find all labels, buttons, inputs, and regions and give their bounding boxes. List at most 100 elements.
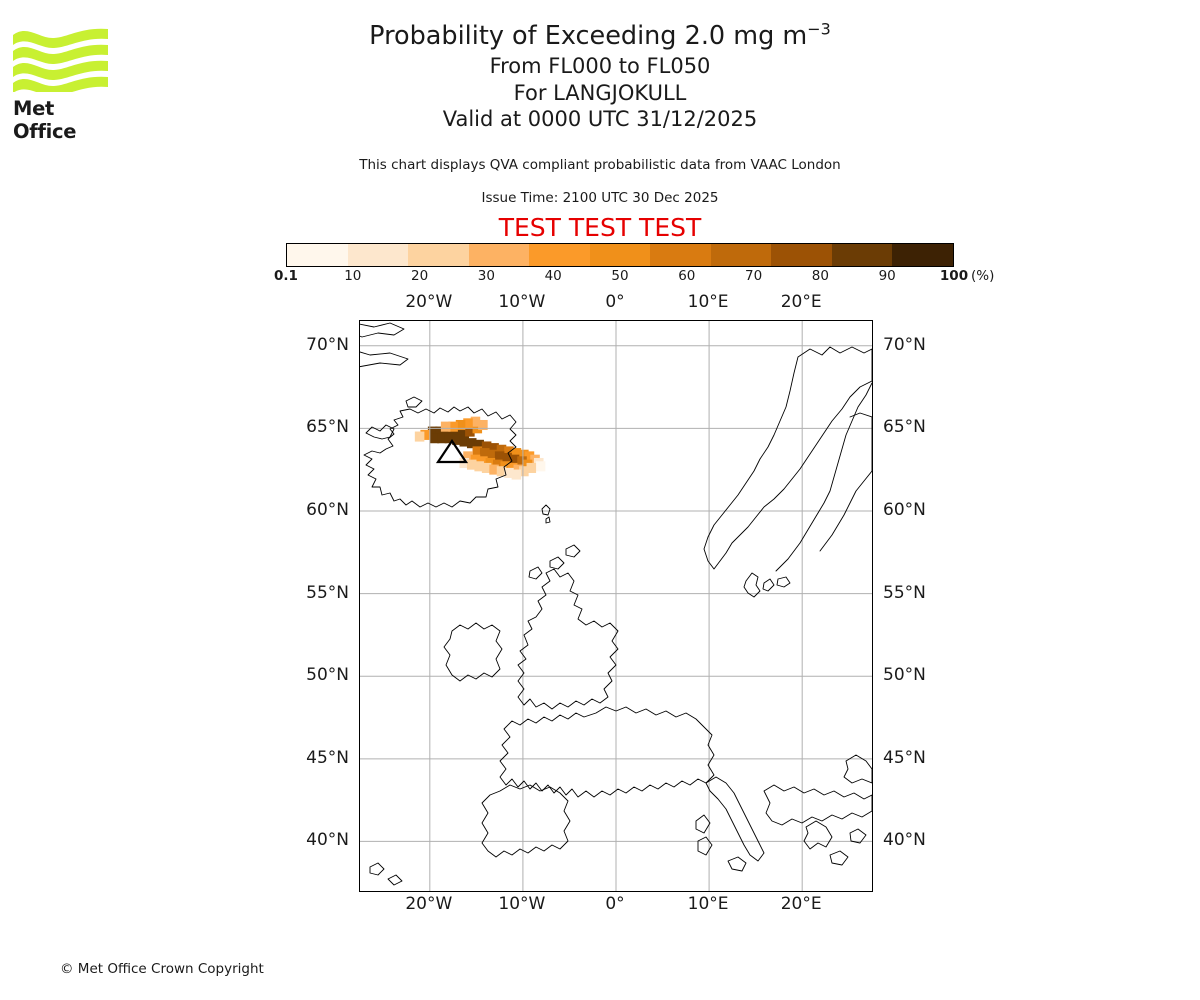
title-flight-level: From FL000 to FL050 bbox=[489, 54, 711, 78]
lat-label-left-45°N: 45°N bbox=[306, 747, 349, 768]
colorbar-band-5 bbox=[589, 244, 651, 266]
plume-cell bbox=[479, 448, 490, 459]
colorbar-bands bbox=[286, 243, 954, 267]
lon-label-top-20°E: 20°E bbox=[780, 292, 822, 312]
plume-cell bbox=[504, 467, 514, 478]
plume-cell bbox=[535, 461, 546, 472]
plume-cell bbox=[466, 459, 477, 470]
title-main-text: Probability of Exceeding 2.0 mg m bbox=[369, 21, 808, 51]
lon-label-top-10°W: 10°W bbox=[498, 292, 546, 312]
plume-cell bbox=[481, 462, 492, 473]
plume-cell bbox=[494, 451, 505, 462]
colorbar-band-6 bbox=[650, 244, 711, 266]
plume-cell bbox=[463, 451, 473, 462]
logo-text: Met Office bbox=[13, 97, 77, 143]
colorbar-tick-labels: 0.1 10 20 30 40 50 60 70 80 90 100 bbox=[274, 268, 968, 288]
plume-cell bbox=[487, 449, 497, 460]
qva-compliance-note: This chart displays QVA compliant probab… bbox=[359, 157, 841, 173]
lat-label-left-65°N: 65°N bbox=[306, 417, 349, 438]
plume-cell bbox=[474, 439, 484, 450]
plume-cell bbox=[517, 456, 527, 467]
colorbar-band-3 bbox=[468, 244, 530, 266]
plume-cell bbox=[489, 443, 499, 454]
title-valid-time: Valid at 0000 UTC 31/12/2025 bbox=[442, 107, 758, 131]
test-banner: TEST TEST TEST bbox=[498, 213, 702, 242]
plume-cell bbox=[519, 449, 529, 460]
plume-cell bbox=[448, 421, 458, 432]
colorbar-band-8 bbox=[771, 244, 832, 266]
met-office-logo: Met Office bbox=[13, 26, 108, 143]
lat-label-left-55°N: 55°N bbox=[306, 582, 349, 603]
lon-label-bottom-10°W: 10°W bbox=[498, 894, 546, 914]
plume-cell bbox=[452, 434, 462, 445]
colorbar-band-10 bbox=[892, 244, 954, 266]
plume-cell bbox=[502, 453, 512, 464]
colorbar-band-1 bbox=[347, 244, 409, 266]
colorbar-band-2 bbox=[408, 244, 469, 266]
lat-label-right-70°N: 70°N bbox=[883, 334, 926, 355]
title-exponent: −3 bbox=[807, 19, 831, 39]
volcano-marker bbox=[435, 439, 469, 464]
lat-label-right-45°N: 45°N bbox=[883, 747, 926, 768]
plume-cell bbox=[455, 419, 466, 431]
colorbar-tick-70: 70 bbox=[745, 268, 763, 284]
logo-waves-icon bbox=[13, 28, 108, 97]
colorbar-band-4 bbox=[529, 244, 590, 266]
plume-cell bbox=[466, 438, 477, 449]
plume-cell bbox=[465, 426, 475, 437]
copyright-notice: © Met Office Crown Copyright bbox=[60, 961, 264, 977]
lat-label-right-55°N: 55°N bbox=[883, 582, 926, 603]
lon-label-bottom-0°: 0° bbox=[605, 894, 625, 914]
plume-cell bbox=[463, 418, 473, 429]
lat-label-left-40°N: 40°N bbox=[306, 830, 349, 851]
chart-title-block: Probability of Exceeding 2.0 mg m−3 From… bbox=[0, 20, 1200, 133]
colorbar-tick-0.1: 0.1 bbox=[274, 268, 298, 284]
lat-label-right-40°N: 40°N bbox=[883, 830, 926, 851]
map-canvas bbox=[360, 321, 872, 891]
plume-cell bbox=[511, 469, 522, 480]
colorbar-tick-90: 90 bbox=[878, 268, 896, 284]
colorbar-band-7 bbox=[710, 244, 772, 266]
title-volcano: For LANGJOKULL bbox=[513, 80, 687, 105]
plume-cell bbox=[478, 419, 488, 431]
colorbar-unit-label: (%) bbox=[971, 268, 995, 284]
lat-label-left-70°N: 70°N bbox=[306, 334, 349, 355]
page-title: Probability of Exceeding 2.0 mg m−3 bbox=[0, 20, 1200, 53]
colorbar-tick-80: 80 bbox=[811, 268, 829, 284]
probability-colorbar bbox=[286, 243, 954, 267]
plume-cell bbox=[509, 454, 520, 465]
colorbar-band-9 bbox=[831, 244, 893, 266]
lat-label-right-60°N: 60°N bbox=[883, 500, 926, 520]
plume-cell bbox=[429, 433, 440, 444]
colorbar-tick-100: 100 bbox=[939, 268, 969, 284]
plume-cell bbox=[435, 426, 445, 437]
graticule-layer bbox=[360, 321, 872, 891]
lat-label-right-65°N: 65°N bbox=[883, 417, 926, 438]
colorbar-tick-30: 30 bbox=[477, 268, 495, 284]
plume-cell bbox=[496, 466, 507, 477]
plume-cell bbox=[444, 433, 455, 444]
lat-label-left-50°N: 50°N bbox=[306, 665, 349, 686]
lon-label-top-0°: 0° bbox=[605, 292, 625, 312]
plume-cell bbox=[504, 446, 514, 457]
lon-label-bottom-20°W: 20°W bbox=[405, 894, 453, 914]
plume-cell bbox=[519, 466, 529, 477]
colorbar-tick-60: 60 bbox=[678, 268, 696, 284]
map-panel[interactable] bbox=[359, 320, 873, 892]
plume-cell bbox=[489, 464, 499, 475]
plume-cell bbox=[524, 451, 535, 462]
plume-cell bbox=[437, 433, 447, 444]
plume-cell bbox=[457, 426, 468, 437]
plume-cell bbox=[427, 426, 438, 437]
plume-cell bbox=[459, 436, 470, 447]
lon-label-bottom-20°E: 20°E bbox=[780, 894, 822, 914]
plume-cell bbox=[474, 461, 484, 472]
colorbar-tick-40: 40 bbox=[544, 268, 562, 284]
plume-cell bbox=[440, 421, 451, 432]
plume-cell bbox=[481, 441, 492, 452]
plume-cell bbox=[526, 462, 537, 473]
coastline-layer bbox=[360, 322, 872, 886]
lon-label-bottom-10°E: 10°E bbox=[687, 894, 729, 914]
lon-label-top-20°W: 20°W bbox=[405, 292, 453, 312]
plume-cell bbox=[472, 446, 483, 457]
